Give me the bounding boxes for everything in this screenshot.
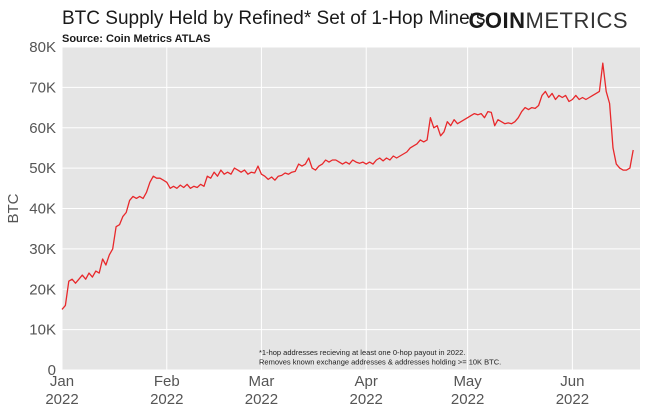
y-tick-label: 20K: [29, 281, 56, 298]
x-tick-label: Apr: [355, 373, 378, 390]
footnote-line: Removes known exchange addresses & addre…: [259, 358, 501, 367]
x-tick-year-label: 2022: [350, 391, 383, 408]
chart-title: BTC Supply Held by Refined* Set of 1-Hop…: [62, 8, 486, 29]
y-tick-label: 80K: [29, 39, 56, 56]
x-tick-label: Jun: [560, 373, 584, 390]
footnote-line: *1-hop addresses recieving at least one …: [259, 348, 465, 357]
chart-source: Source: Coin Metrics ATLAS: [62, 33, 211, 45]
x-tick-year-label: 2022: [245, 391, 278, 408]
brand-logo: COINMETRICS: [469, 8, 629, 34]
x-tick-label: May: [453, 373, 482, 390]
x-tick-year-label: 2022: [150, 391, 183, 408]
brand-logo-part1: COIN: [468, 8, 526, 33]
brand-logo-part2: METRICS: [525, 8, 628, 33]
y-tick-label: 40K: [29, 201, 56, 218]
y-tick-label: 60K: [29, 120, 56, 137]
y-tick-label: 50K: [29, 160, 56, 177]
y-axis-title: BTC: [5, 193, 22, 223]
series-group: [61, 62, 634, 310]
y-tick-label: 10K: [29, 322, 56, 339]
x-tick-year-label: 2022: [556, 391, 589, 408]
x-tick-label: Mar: [249, 373, 275, 390]
series-line: [61, 62, 634, 310]
y-tick-label: 30K: [29, 241, 56, 258]
y-tick-label: 70K: [29, 79, 56, 96]
y-tick-label: 0: [48, 362, 56, 379]
grid-lines: [61, 46, 640, 371]
x-tick-label: Feb: [154, 373, 180, 390]
x-tick-year-label: 2022: [451, 391, 484, 408]
footnote: *1-hop addresses recieving at least one …: [259, 348, 501, 367]
x-tick-label: Jan: [50, 373, 74, 390]
x-axis: Jan2022Feb2022Mar2022Apr2022May2022Jun20…: [45, 373, 589, 408]
x-tick-year-label: 2022: [45, 391, 78, 408]
y-axis: 0 10K 20K 30K 40K 50K 60K 70K 80K: [29, 39, 56, 379]
